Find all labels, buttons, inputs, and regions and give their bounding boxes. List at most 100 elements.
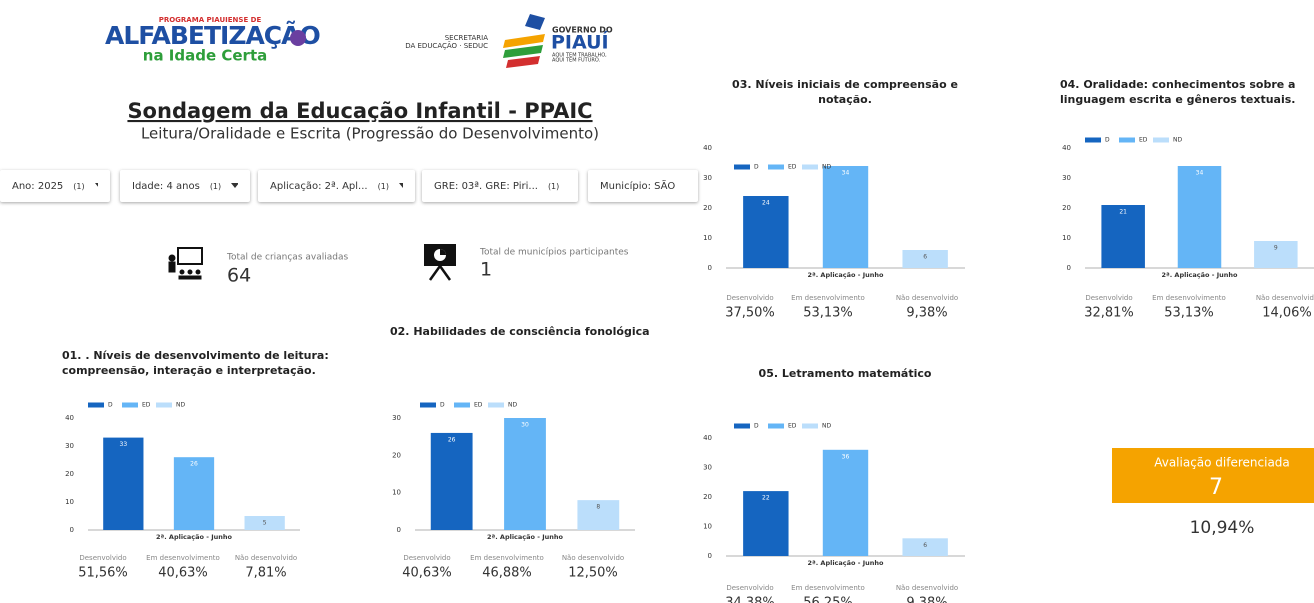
dropdown-arrow (398, 183, 403, 188)
summary-value: 40,63% (402, 566, 452, 581)
summary-label: Não desenvolvido (896, 294, 958, 302)
bar-value-label: 22 (762, 495, 770, 502)
y-tick-label: 10 (392, 489, 401, 497)
legend-label: D (108, 402, 113, 409)
bar-value-label: 34 (1196, 170, 1204, 177)
legend-swatch (88, 402, 104, 408)
filter-label: Aplicação: 2ª. Apl... (270, 180, 368, 192)
state-text: PIAUÍ (551, 31, 609, 54)
bar (244, 516, 285, 530)
dropdown-arrow (94, 183, 98, 188)
y-tick-label: 20 (392, 451, 401, 459)
summary-label: Não desenvolvido (562, 554, 624, 562)
y-tick-label: 10 (1062, 234, 1071, 242)
summary-label: Em desenvolvimento (470, 554, 544, 562)
bar-value-label: 6 (923, 254, 927, 261)
bar (577, 500, 620, 530)
bar-value-label: 34 (842, 170, 850, 177)
y-tick-label: 10 (703, 523, 712, 531)
summary-label: Não desenvolvido (896, 584, 958, 592)
legend-swatch (802, 423, 818, 429)
special-box (1112, 448, 1314, 503)
summary-value: 53,13% (1164, 306, 1214, 321)
summary-value: 9,38% (906, 596, 947, 603)
filter-dropdown[interactable]: Aplicação: 2ª. Apl... (1) (258, 170, 415, 202)
y-tick-label: 20 (1062, 204, 1071, 212)
y-tick-label: 40 (1062, 144, 1071, 152)
summary-label: Desenvolvido (726, 294, 773, 302)
y-tick-label: 30 (65, 442, 74, 450)
x-tick-label: 2ª. Aplicação - Junho (808, 559, 885, 567)
legend-label: ND (176, 402, 185, 409)
bar-value-label: 26 (448, 436, 456, 443)
chart-title: 03. Níveis iniciais de compreensão e not… (732, 78, 958, 106)
summary-value: 7,81% (245, 566, 286, 581)
legend-swatch (802, 164, 818, 170)
legend-swatch (488, 402, 504, 408)
filter-dropdown[interactable]: Município: SÃO (588, 170, 698, 202)
y-tick-label: 0 (70, 526, 74, 534)
bar (173, 457, 215, 530)
filter-dropdown[interactable]: GRE: 03ª. GRE: Piri... (1) (422, 170, 578, 202)
y-tick-label: 30 (392, 414, 401, 422)
legend-label: D (440, 402, 445, 409)
chart-title: 05. Letramento matemático (758, 367, 932, 380)
slogan-text: AQUI TEM TRABALHO, (552, 53, 607, 59)
bar (743, 491, 789, 556)
gov-logo (503, 14, 545, 68)
summary-label: Desenvolvido (1085, 294, 1132, 302)
y-tick-label: 20 (65, 470, 74, 478)
summary-value: 46,88% (482, 566, 532, 581)
y-tick-label: 0 (708, 552, 712, 560)
bar-value-label: 26 (190, 461, 198, 468)
brand-sub: na Idade Certa (143, 47, 267, 65)
filter-count: (1) (377, 181, 389, 191)
kpi-label: Total de municípios participantes (479, 248, 629, 258)
summary-value: 12,50% (568, 566, 618, 581)
filter-dropdown[interactable]: Idade: 4 anos (1) (120, 170, 250, 202)
bar-value-label: 9 (1274, 245, 1278, 252)
legend-swatch (768, 423, 784, 429)
summary-label: Desenvolvido (403, 554, 450, 562)
y-tick-label: 20 (703, 204, 712, 212)
bar (103, 437, 144, 530)
bar-value-label: 36 (842, 453, 850, 460)
chart-title: 01. . Níveis de desenvolvimento de leitu… (62, 349, 329, 377)
filter-label: Município: SÃO (600, 180, 676, 192)
filter-count: (1) (73, 181, 85, 191)
bar (1254, 241, 1298, 268)
legend-label: D (754, 423, 759, 430)
legend-label: ED (142, 402, 151, 409)
legend-label: ND (822, 164, 831, 171)
legend-swatch (734, 423, 750, 429)
y-tick-label: 40 (65, 414, 74, 422)
y-tick-label: 30 (703, 174, 712, 182)
kpi-icon (168, 247, 203, 280)
summary-value: 37,50% (725, 306, 775, 321)
kpi-value: 64 (227, 265, 251, 287)
summary-value: 40,63% (158, 566, 208, 581)
summary-value: 9,38% (906, 306, 947, 321)
legend-swatch (1153, 137, 1169, 143)
seduc-sub: DA EDUCAÇÃO · SEDUC (405, 41, 488, 50)
summary-value: 51,56% (78, 566, 128, 581)
filter-label: GRE: 03ª. GRE: Piri... (434, 180, 538, 192)
summary-label: Não desenvolvido (1256, 294, 1314, 302)
bar (1177, 166, 1222, 268)
filter-dropdown[interactable]: Ano: 2025 (1) (0, 170, 110, 202)
legend-label: ND (1173, 137, 1182, 144)
dropdown-arrow (231, 183, 238, 188)
filter-count: (1) (547, 181, 560, 191)
legend-swatch (768, 164, 784, 170)
summary-value: 53,13% (803, 306, 853, 321)
legend-label: ND (508, 402, 517, 409)
kpi-value: 1 (480, 259, 492, 281)
brand-dot (290, 30, 306, 46)
bar (822, 449, 869, 556)
special-label: Avaliação diferenciada (1154, 456, 1290, 470)
summary-value: 34,38% (725, 596, 775, 603)
chart-title: 04. Oralidade: conhecimentos sobre a lin… (1060, 78, 1296, 106)
summary-label: Não desenvolvido (235, 554, 297, 562)
x-tick-label: 2ª. Aplicação - Junho (487, 533, 564, 541)
